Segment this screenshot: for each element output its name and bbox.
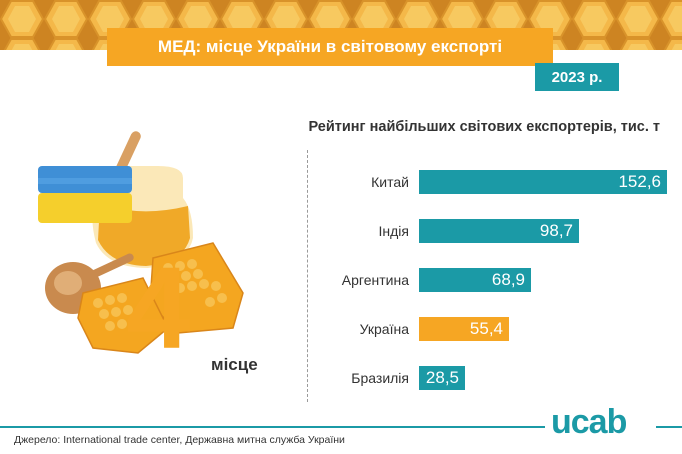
bar-value-label: 152,6 — [618, 172, 661, 191]
chart-divider — [307, 150, 308, 402]
bar: 152,6 — [419, 170, 667, 194]
category-label: Бразилія — [351, 370, 409, 386]
chart-title: Рейтинг найбільших світових експортерів,… — [308, 119, 661, 135]
category-label: Китай — [371, 174, 409, 190]
footer-line-right — [656, 426, 682, 428]
bar: 28,5 — [419, 366, 465, 390]
year-badge: 2023 р. — [535, 63, 619, 91]
rank-number: 4 — [126, 243, 191, 373]
bar-value-label: 28,5 — [425, 368, 459, 387]
ucab-logo: ucab — [551, 403, 627, 441]
page-title: МЕД: місце України в світовому експорті — [107, 28, 553, 66]
bar-value-label: 68,9 — [491, 270, 525, 289]
category-label: Індія — [378, 223, 409, 239]
rank-label: місце — [211, 355, 258, 374]
honey-illustration — [28, 118, 278, 388]
category-label: Аргентина — [341, 272, 409, 288]
category-label: Україна — [359, 321, 409, 337]
bar: 98,7 — [419, 219, 579, 243]
bar: 55,4 — [419, 317, 509, 341]
bar-value-label: 55,4 — [469, 319, 503, 338]
bar: 68,9 — [419, 268, 531, 292]
footer-line — [0, 426, 545, 428]
bar-value-label: 98,7 — [539, 221, 573, 240]
source-note: Джерело: International trade center, Дер… — [14, 434, 345, 446]
